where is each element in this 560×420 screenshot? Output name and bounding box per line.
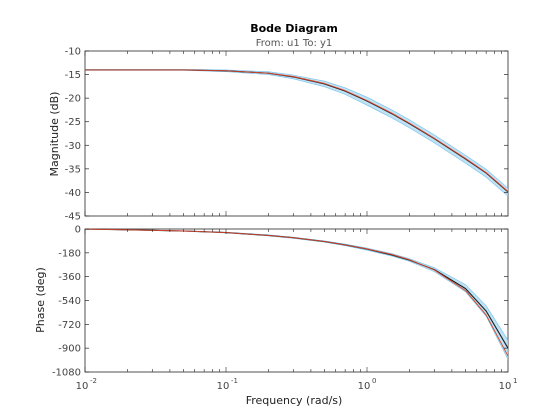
magnitude-ytick-label: -15 (65, 70, 81, 81)
magnitude-band-upper-line (85, 69, 509, 189)
magnitude-true-line (85, 69, 509, 192)
frequency-xtick-exponent: -1 (231, 377, 238, 385)
magnitude-ticks: -10 -15 -20 -25 -30 -35 -40 -45 (65, 47, 508, 223)
phase-ytick-label: -180 (58, 248, 81, 259)
chart-title: Bode Diagram (250, 22, 338, 35)
frequency-xtick-exponent: 1 (513, 377, 517, 385)
phase-ytick-label: -540 (58, 296, 81, 307)
phase-ytick-label: -720 (58, 320, 81, 331)
frequency-xtick-exponent: 0 (372, 377, 376, 385)
magnitude-ytick-label: -20 (65, 94, 81, 105)
frequency-xlabel: Frequency (rad/s) (246, 394, 343, 407)
frequency-xtick-exponent: -2 (90, 377, 97, 385)
phase-ytick-label: -360 (58, 272, 81, 283)
magnitude-panel: -10 -15 -20 -25 -30 -35 -40 -45 (65, 47, 509, 223)
phase-ylabel: Phase (deg) (34, 267, 47, 333)
magnitude-ytick-label: -45 (65, 212, 81, 223)
phase-axes-frame (84, 228, 509, 373)
frequency-xtick-label: 10 (76, 381, 89, 392)
magnitude-ytick-label: -35 (65, 164, 81, 175)
phase-ytick-label: -900 (58, 344, 81, 355)
magnitude-lines (85, 69, 509, 193)
magnitude-band-lower-line (85, 70, 509, 197)
magnitude-confidence-band (85, 69, 509, 197)
frequency-xtick-label: 10 (217, 381, 230, 392)
magnitude-ytick-label: -25 (65, 117, 81, 128)
phase-true-line (84, 228, 509, 357)
chart-subtitle: From: u1 To: y1 (256, 38, 333, 49)
phase-ytick-label: 0 (75, 225, 81, 236)
phase-ytick-label: -1080 (52, 368, 81, 379)
frequency-xtick-label: 10 (499, 381, 512, 392)
frequency-xtick-label: 10 (358, 381, 371, 392)
magnitude-ytick-label: -10 (65, 47, 81, 58)
magnitude-ytick-label: -40 (65, 188, 81, 199)
phase-lines (84, 228, 509, 357)
magnitude-ytick-label: -30 (65, 141, 81, 152)
magnitude-ylabel: Magnitude (dB) (48, 92, 61, 177)
magnitude-band-area (85, 69, 508, 197)
